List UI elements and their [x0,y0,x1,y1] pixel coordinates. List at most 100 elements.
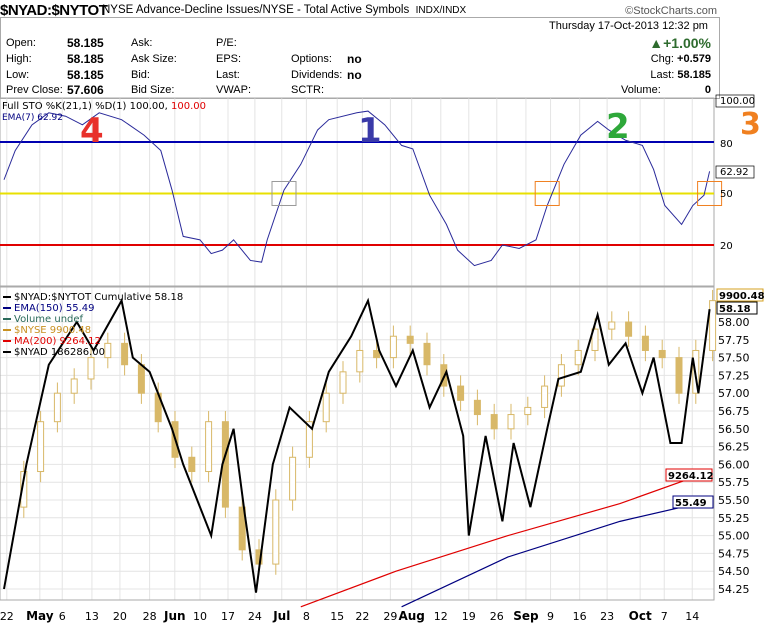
x-tick-label: 24 [248,610,262,623]
annotation-3: 3 [740,107,761,142]
sto-right-label: 20 [720,241,733,252]
sto-right-label: 62.92 [720,167,749,178]
high-label: High: [6,53,32,65]
y-tick-label: 54.25 [718,583,750,596]
x-tick-label: Sep [513,609,539,623]
price-panel-frame [0,286,715,601]
y-tick-label: 55.00 [718,530,750,543]
x-tick-label: 17 [221,610,235,623]
nyse-candle [675,357,683,394]
legend-cumulative: $NYAD:$NYTOT Cumulative 58.18 [14,292,183,303]
y-tick-label: 57.25 [718,369,750,382]
y-tick-label: 56.25 [718,441,750,454]
signal-box [534,180,560,206]
nyse-candle [37,421,45,473]
x-tick-label: 22 [355,610,369,623]
nyse-candle [625,321,633,337]
open-value: 58.185 [67,36,104,50]
x-tick-label: 14 [685,610,699,623]
nyse-candle [591,328,599,351]
price-tag-box [665,468,713,482]
y-tick-label: 55.25 [718,512,750,525]
pe-label: P/E: [216,37,237,49]
exchange: INDX/INDX [415,5,467,16]
x-tick-label: 8 [303,610,310,623]
nyse-candle [608,321,616,330]
x-tick-label: 13 [85,610,99,623]
x-tick-label: 15 [330,610,344,623]
x-tick-label: 16 [573,610,587,623]
sto-right-label: 80 [720,139,733,150]
x-tick-label: 28 [143,610,157,623]
sto-value-tag [715,94,755,108]
nyse-candle [121,342,129,366]
legend-ema150: EMA(150) 55.49 [14,303,94,314]
ema7-legend: EMA(7) 62.92 [2,113,63,123]
series-nyadnytot [3,297,711,593]
up-arrow-icon: ▲ [649,35,664,51]
percent-change: ▲+1.00% [649,35,711,51]
annotation-4: 4 [80,111,104,151]
nyse-candle [305,421,313,458]
nyse-candle [87,357,95,380]
volume-row: Volume: 0 [621,84,711,97]
y-tick-label: 54.50 [718,565,750,578]
change-label: Chg: [650,53,674,65]
options-value: no [347,52,362,66]
prev-close-value: 57.606 [67,83,104,97]
sto-right-label: 100.00 [720,96,755,107]
nyse-candle [104,342,112,359]
y-tick-label: 56.00 [718,458,750,471]
y-tick-label: 57.75 [718,334,750,347]
x-tick-label: 6 [59,610,66,623]
x-tick-label: 19 [462,610,476,623]
series-ema150 [401,500,710,608]
symbol-description: NYSE Advance-Decline Issues/NYSE - Total… [102,4,466,16]
nyse-candle [373,349,381,359]
change-row: Chg: +0.579 [651,53,711,66]
legend-volume: Volume undef [14,314,84,325]
last-mid-label: Last: [216,69,240,81]
nyse-candle [53,392,61,423]
price-tag-box [716,301,758,315]
nyse-candle [709,300,717,351]
description: NYSE Advance-Decline Issues/NYSE - Total… [102,4,410,16]
signal-box [271,180,297,206]
nyse-candle [20,471,28,508]
sctr-label: SCTR: [291,84,324,96]
low-label: Low: [6,69,30,81]
y-tick-label: 58.00 [718,316,750,329]
y-tick-label: 56.75 [718,405,750,418]
price-tag-box [672,495,714,509]
x-tick-label: May [26,609,54,623]
volume-value: 0 [704,84,711,96]
price-legend: $NYAD:$NYTOT Cumulative 58.18 EMA(150) 5… [3,292,183,358]
x-tick-label: Jul [272,609,290,623]
sto-panel-frame [0,97,715,287]
nyse-candle [541,385,549,408]
nyse-candle [339,371,347,394]
x-tick-label: 23 [600,610,614,623]
eps-label: EPS: [216,53,242,65]
x-tick-label: 9 [547,610,554,623]
bid-size-label: Bid Size: [131,84,175,96]
price-tag: 9264.12 [668,471,714,482]
percent-change-value: +1.00% [663,35,711,51]
nyse-candle [507,414,515,430]
volume-label: Volume: [621,84,661,96]
nyse-candle [574,349,582,366]
nyse-candle [70,378,78,394]
sto-value-tag [715,165,755,179]
x-tick-label: Oct [629,609,652,623]
nyse-candle [389,335,397,359]
sto-legend: Full STO %K(21,1) %D(1) 100.00, 100.00 [2,101,206,112]
sto-k-line [3,110,711,267]
nyse-candle [322,392,330,423]
nyse-candle [641,335,649,351]
x-tick-label: 20 [113,610,127,623]
annotation-2: 2 [606,107,630,147]
nyse-candle [423,342,431,366]
nyse-candle [524,406,532,416]
x-tick-label: 7 [661,610,668,623]
